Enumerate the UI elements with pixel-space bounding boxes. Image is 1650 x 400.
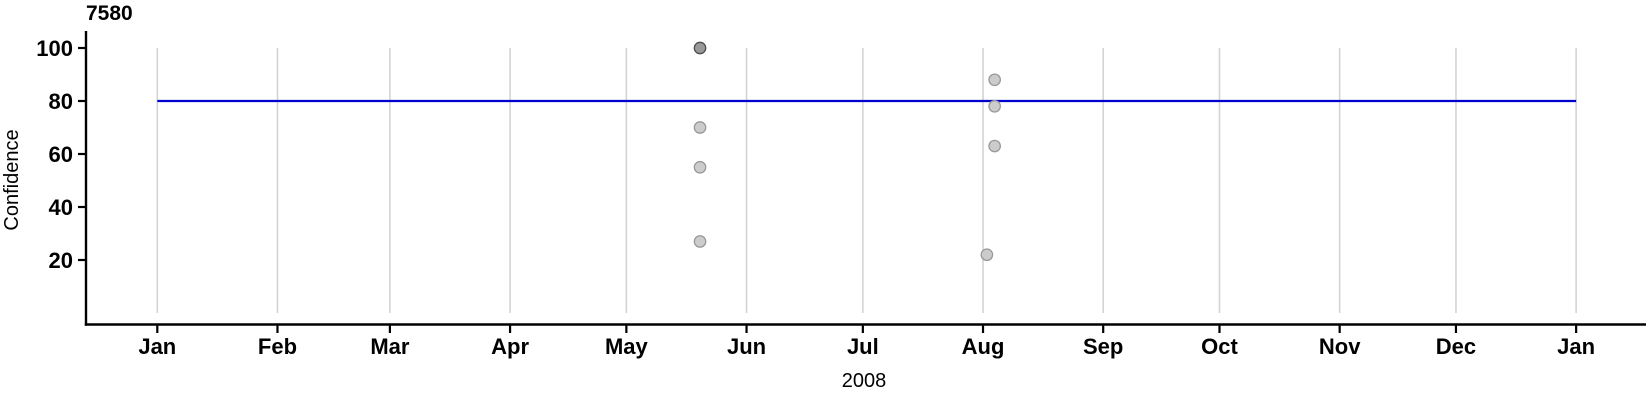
x-tick-label: Sep <box>1083 334 1123 359</box>
page-title: 7580 <box>86 2 133 25</box>
data-point <box>988 99 1001 113</box>
data-point <box>988 73 1001 87</box>
data-point <box>693 235 707 248</box>
y-tick-label: 100 <box>36 36 73 61</box>
x-tick-label: Mar <box>370 334 410 359</box>
data-point <box>693 41 707 55</box>
y-axis-title: Confidence <box>1 129 23 230</box>
data-point <box>988 139 1001 153</box>
x-tick-label: Jul <box>847 334 879 359</box>
data-point <box>980 248 994 262</box>
x-tick-label: Dec <box>1436 334 1476 359</box>
x-tick-label: Oct <box>1201 334 1238 359</box>
y-tick-label: 60 <box>49 142 73 167</box>
x-tick-label: May <box>605 334 649 359</box>
x-tick-label: Jan <box>138 334 176 359</box>
x-tick-label: Apr <box>491 334 529 359</box>
x-tick-label: Feb <box>258 334 297 359</box>
x-axis-title: 2008 <box>842 370 887 392</box>
y-tick-label: 20 <box>49 248 73 273</box>
data-point <box>693 160 707 174</box>
y-tick-label: 40 <box>49 195 73 220</box>
y-tick-label: 80 <box>49 89 73 114</box>
x-tick-label: Nov <box>1319 334 1361 359</box>
x-tick-label: Jun <box>727 334 766 359</box>
x-tick-label: Jan <box>1557 334 1595 359</box>
x-tick-label: Aug <box>962 334 1005 359</box>
data-point <box>693 121 707 134</box>
